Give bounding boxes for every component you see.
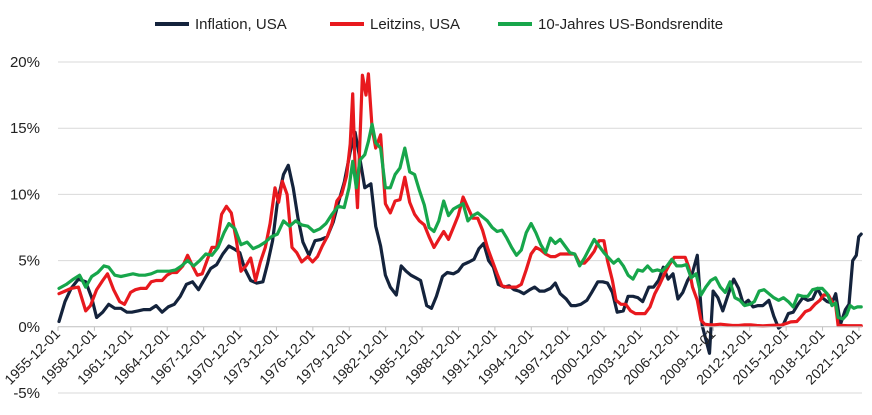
y-tick-label: 15% [10, 120, 40, 137]
y-tick-label: 20% [10, 54, 40, 71]
y-tick-label: 5% [18, 253, 40, 270]
legend: Inflation, USA Leitzins, USA 10-Jahres US-… [155, 16, 723, 33]
legend-label: 10-Jahres US-Bondsrendite [538, 16, 723, 33]
y-tick-label: -5% [13, 385, 40, 402]
series-layer [57, 72, 863, 355]
grid-layer [58, 61, 862, 394]
axis-layer: -5%0%5%10%15%20%1955-12-011958-12-011961… [1, 54, 864, 402]
series-line-1 [57, 130, 863, 355]
legend-label: Leitzins, USA [370, 16, 460, 33]
series-line-3 [57, 122, 863, 321]
y-tick-label: 10% [10, 186, 40, 203]
y-tick-label: 0% [18, 319, 40, 336]
legend-label: Inflation, USA [195, 16, 287, 33]
series-line-2 [57, 72, 863, 328]
